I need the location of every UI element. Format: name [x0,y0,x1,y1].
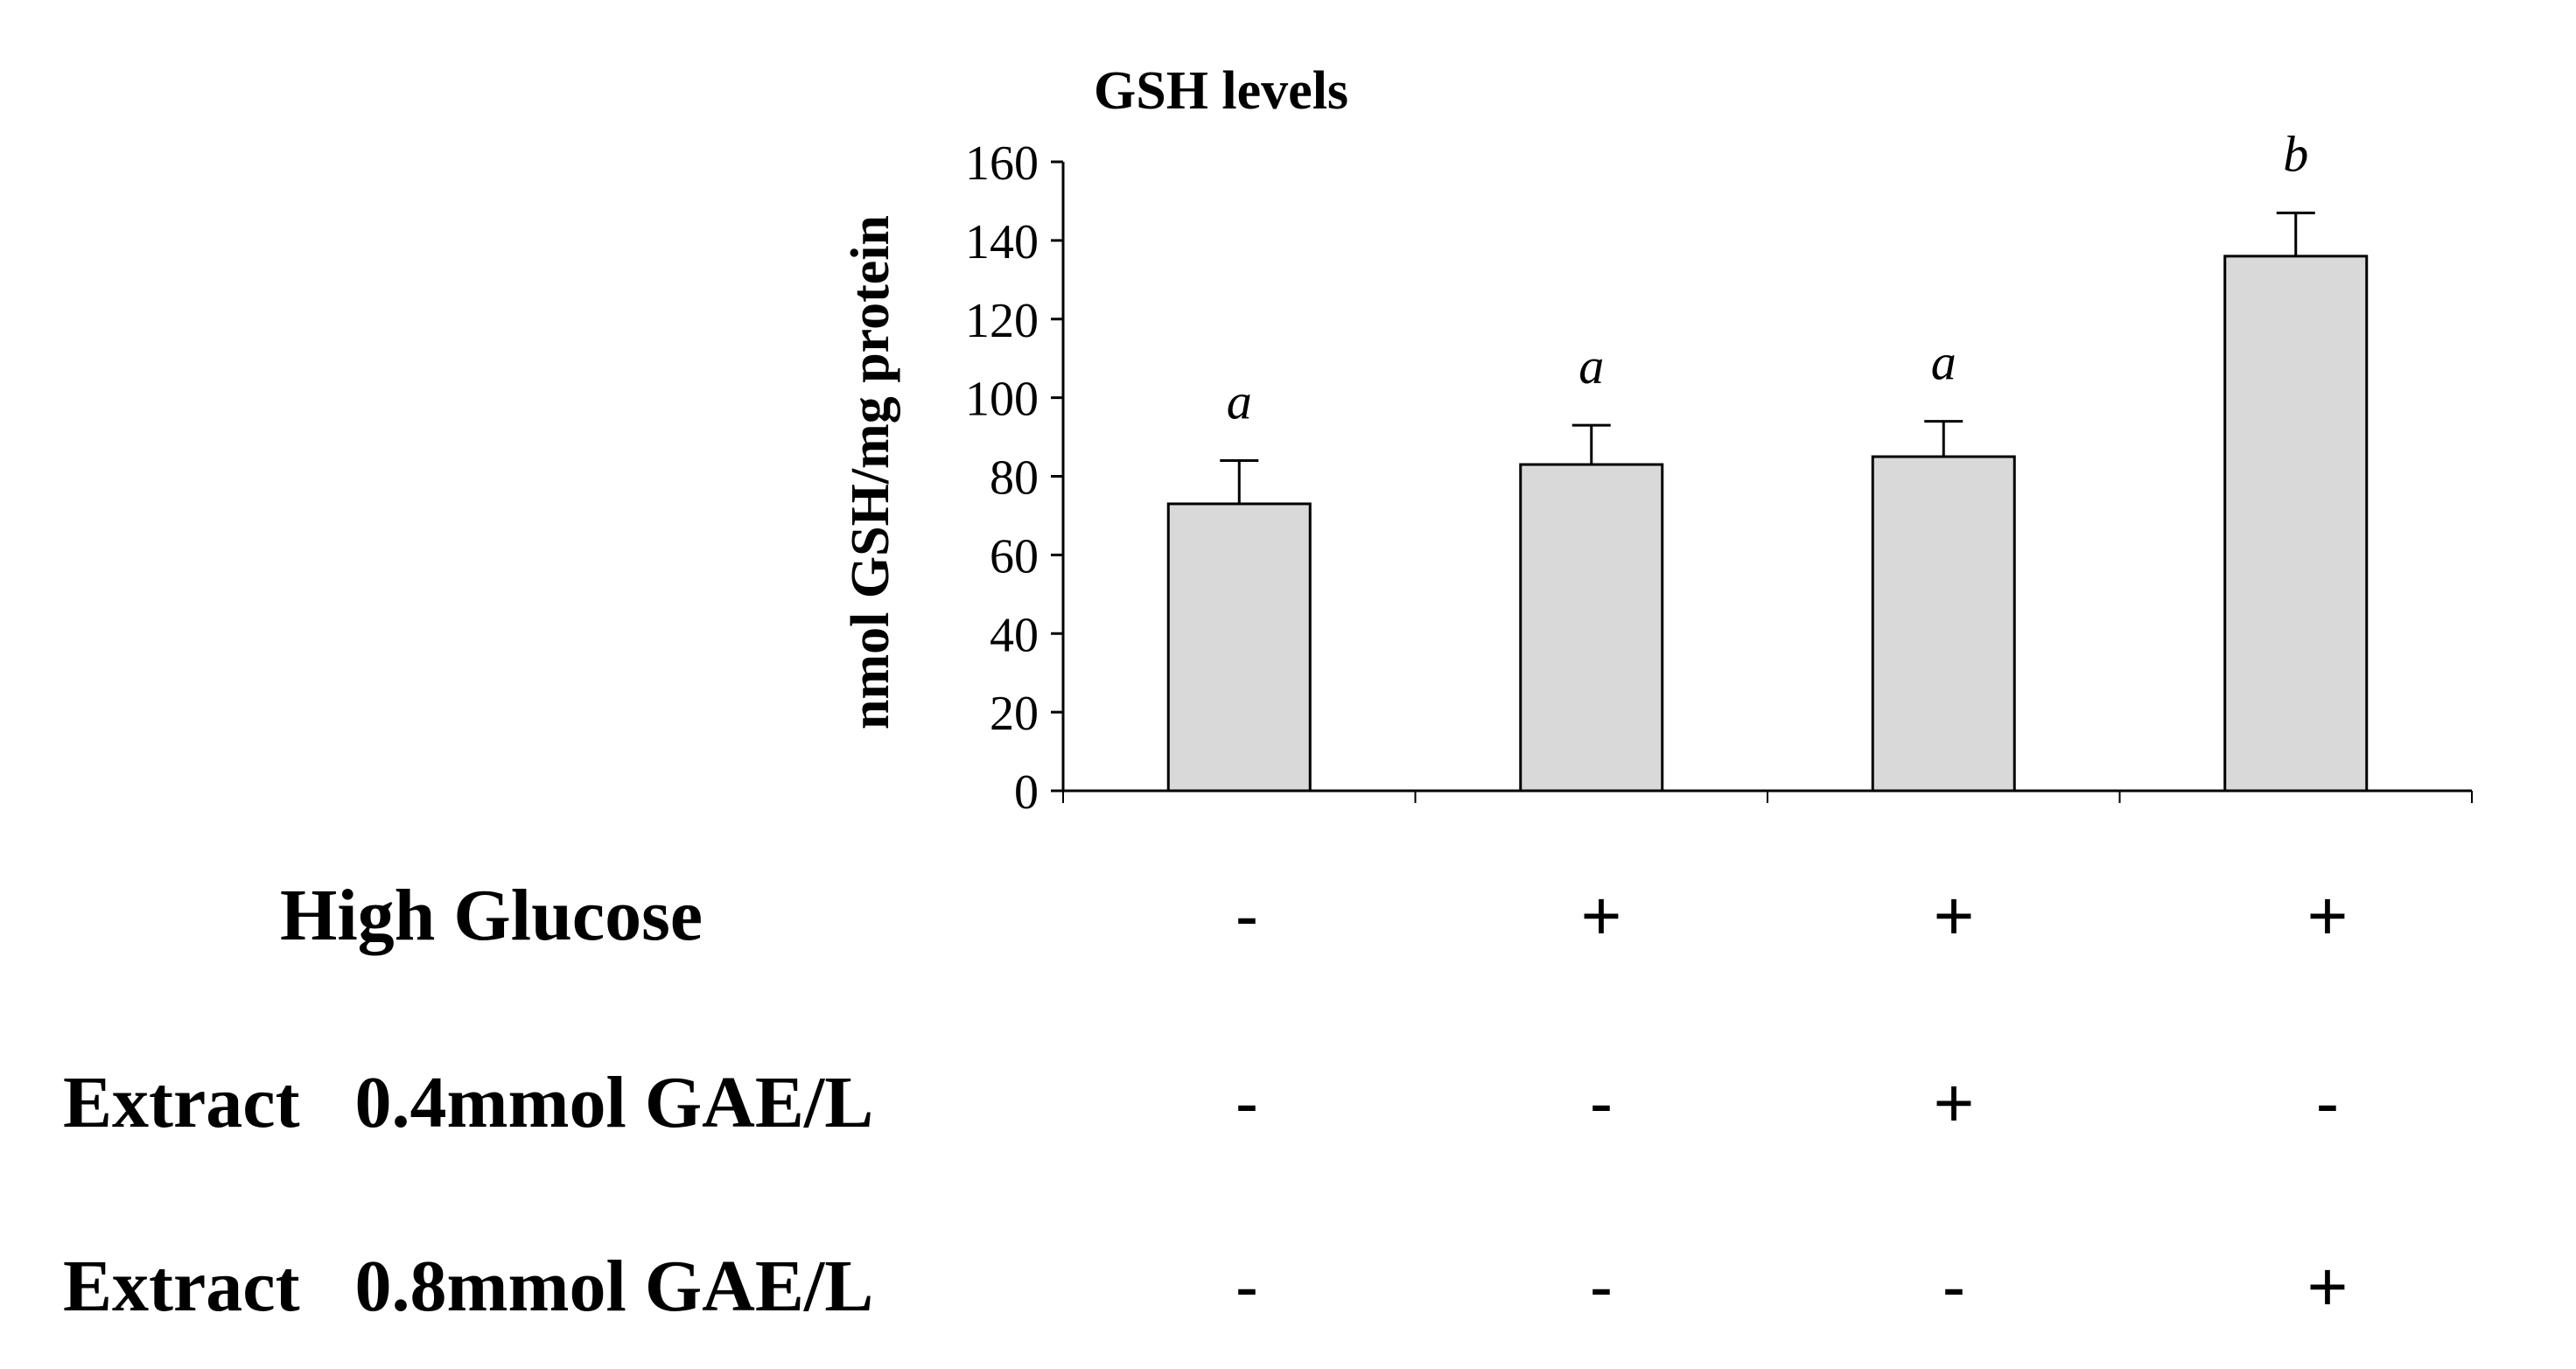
condition-mark: + [1934,1064,1975,1142]
bars [1166,255,2369,793]
condition-mark: - [2316,1064,2340,1142]
y-axis-label: nmol GSH/mg protein [841,215,900,730]
condition-mark: - [1590,1064,1614,1142]
y-axis: 0 20 40 60 80 100 120 140 160 [965,136,1065,820]
condition-label: High Glucose [280,875,703,956]
x-axis [1051,789,2473,803]
condition-mark: - [1236,877,1259,954]
significance-labels: a a a b [1227,125,2309,430]
y-tick-label: 100 [965,373,1039,427]
y-tick-label: 160 [965,136,1039,191]
significance-label: a [1578,338,1604,395]
condition-label: Extract 0.8mmol GAE/L [63,1246,873,1327]
y-tick-label: 120 [965,294,1039,348]
y-tick-label: 20 [990,687,1039,741]
y-tick-label: 60 [990,529,1039,583]
significance-label: a [1227,374,1252,430]
condition-table: High Glucose - + + + Extract 0.4mmol GAE/L - - +… [63,875,2348,1327]
significance-label: a [1931,334,1956,391]
bar [1166,502,1312,793]
y-tick-label: 0 [1014,765,1039,820]
y-tick-label: 140 [965,215,1039,269]
condition-label: Extract 0.4mmol GAE/L [63,1062,873,1143]
y-tick-label: 40 [990,608,1039,662]
condition-mark: + [2307,877,2348,954]
condition-mark: - [1590,1247,1614,1325]
bar [1871,455,2016,793]
bar [2223,255,2369,793]
condition-mark: - [1236,1064,1259,1142]
y-tick-label: 80 [990,451,1039,506]
significance-label: b [2283,125,2308,182]
condition-mark: + [1581,877,1622,954]
condition-mark: + [1934,877,1975,954]
condition-mark: - [1236,1247,1259,1325]
condition-mark: - [1942,1247,1966,1325]
chart-title: GSH levels [1094,61,1348,121]
error-bars [1220,211,2315,504]
bar [1519,463,1664,793]
condition-mark: + [2307,1247,2348,1325]
